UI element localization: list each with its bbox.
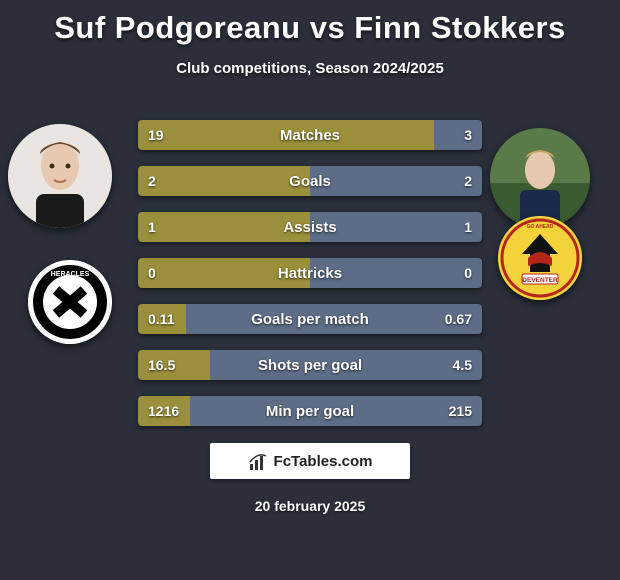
heracles-crest-icon: HERACLES [28, 260, 112, 344]
club-right-badge: DEVENTER GO AHEAD [498, 216, 582, 300]
fctables-logo-icon [248, 450, 270, 472]
date-text: 20 february 2025 [0, 498, 620, 514]
player-left-avatar [8, 124, 112, 228]
stat-label: Hattricks [138, 258, 482, 288]
stat-label: Min per goal [138, 396, 482, 426]
svg-text:GO AHEAD: GO AHEAD [527, 224, 554, 230]
stat-row: 11Assists [138, 212, 482, 242]
club-left-badge: HERACLES [28, 260, 112, 344]
stat-label: Goals per match [138, 304, 482, 334]
svg-text:HERACLES: HERACLES [51, 271, 90, 278]
stat-row: 00Hattricks [138, 258, 482, 288]
player-right-avatar [490, 128, 590, 228]
go-ahead-eagles-crest-icon: DEVENTER GO AHEAD [498, 216, 582, 300]
page-title: Suf Podgoreanu vs Finn Stokkers [0, 0, 620, 46]
stat-row: 0.110.67Goals per match [138, 304, 482, 334]
stat-label: Matches [138, 120, 482, 150]
stat-row: 22Goals [138, 166, 482, 196]
svg-text:DEVENTER: DEVENTER [522, 277, 558, 284]
footer-brand-box: FcTables.com [210, 443, 410, 479]
stat-row: 16.54.5Shots per goal [138, 350, 482, 380]
player-left-portrait [8, 124, 112, 228]
stat-row: 193Matches [138, 120, 482, 150]
stat-row: 1216215Min per goal [138, 396, 482, 426]
stat-label: Assists [138, 212, 482, 242]
player-right-portrait [490, 128, 590, 228]
stats-area: 193Matches 22Goals 11Assists 00Hattricks 0.1… [138, 120, 482, 442]
footer-brand-text: FcTables.com [274, 453, 373, 470]
subtitle: Club competitions, Season 2024/2025 [0, 60, 620, 77]
stat-label: Goals [138, 166, 482, 196]
stat-label: Shots per goal [138, 350, 482, 380]
